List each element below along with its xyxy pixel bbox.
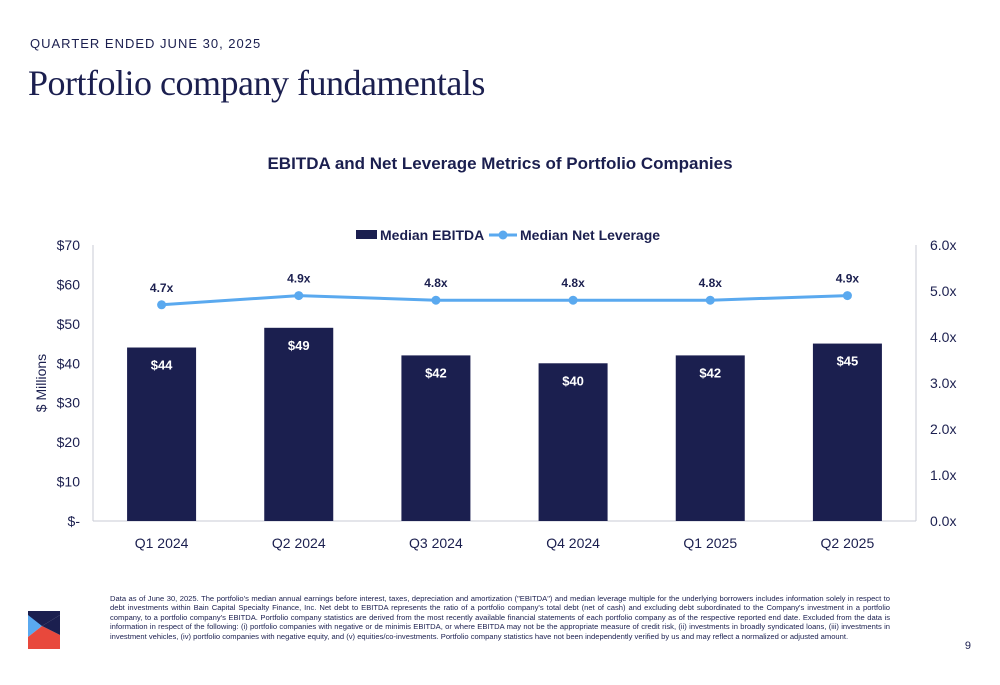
legend-marker-leverage [498, 230, 508, 240]
x-tick-label: Q1 2024 [135, 535, 189, 551]
x-tick-label: Q2 2024 [272, 535, 326, 551]
line-point-leverage [431, 295, 441, 305]
bar-data-label: $45 [837, 354, 859, 369]
bar-ebitda [675, 355, 745, 521]
x-tick-label: Q1 2025 [683, 535, 737, 551]
chart-title: EBITDA and Net Leverage Metrics of Portf… [267, 154, 733, 173]
page-number: 9 [964, 640, 971, 652]
bar-data-label: $44 [151, 358, 173, 373]
y2-tick-label: 4.0x [930, 329, 956, 345]
page-title: Portfolio company fundamentals [28, 63, 485, 103]
y2-tick-label: 0.0x [930, 513, 956, 529]
y2-tick-label: 5.0x [930, 283, 956, 299]
bar-data-label: $42 [425, 365, 447, 380]
line-data-label: 4.8x [699, 276, 723, 290]
line-point-leverage [842, 291, 852, 301]
x-tick-label: Q2 2025 [821, 535, 875, 551]
bar-ebitda [127, 347, 197, 521]
bar-data-label: $49 [288, 338, 310, 353]
line-data-label: 4.7x [150, 281, 174, 295]
series-line-leverage [161, 294, 848, 307]
legend-swatch-ebitda [356, 230, 377, 239]
footnote: Data as of June 30, 2025. The portfolio'… [110, 594, 890, 641]
legend-label-leverage: Median Net Leverage [520, 227, 660, 243]
y-tick-label: $60 [57, 276, 81, 292]
y-tick-label: $10 [57, 474, 81, 490]
eyebrow-date: QUARTER ENDED JUNE 30, 2025 [30, 36, 262, 51]
y2-tick-label: 6.0x [930, 237, 956, 253]
x-tick-label: Q4 2024 [546, 535, 600, 551]
y-tick-label: $20 [57, 434, 81, 450]
x-tick-label: Q3 2024 [409, 535, 463, 551]
bar-ebitda [812, 343, 882, 521]
line-point-leverage [568, 295, 578, 305]
line-data-label: 4.9x [836, 272, 860, 286]
bar-data-label: $40 [562, 373, 584, 388]
y-tick-label: $40 [57, 355, 81, 371]
bar-ebitda [264, 327, 334, 521]
y-tick-label: $30 [57, 395, 81, 411]
line-data-label: 4.8x [424, 276, 448, 290]
legend-label-ebitda: Median EBITDA [380, 227, 484, 243]
bar-ebitda [538, 363, 608, 521]
y-axis-title: $ Millions [33, 354, 49, 412]
y2-tick-label: 1.0x [930, 467, 956, 483]
bar-data-label: $42 [699, 365, 721, 380]
line-point-leverage [157, 300, 167, 310]
line-data-label: 4.9x [287, 272, 311, 286]
bar-ebitda [401, 355, 471, 521]
company-logo-icon [28, 611, 60, 649]
y-tick-label: $70 [57, 237, 81, 253]
y2-tick-label: 2.0x [930, 421, 956, 437]
y2-tick-label: 3.0x [930, 375, 956, 391]
y-tick-label: $- [68, 513, 81, 529]
line-point-leverage [705, 295, 715, 305]
line-point-leverage [294, 291, 304, 301]
line-data-label: 4.8x [561, 276, 585, 290]
y-tick-label: $50 [57, 316, 81, 332]
